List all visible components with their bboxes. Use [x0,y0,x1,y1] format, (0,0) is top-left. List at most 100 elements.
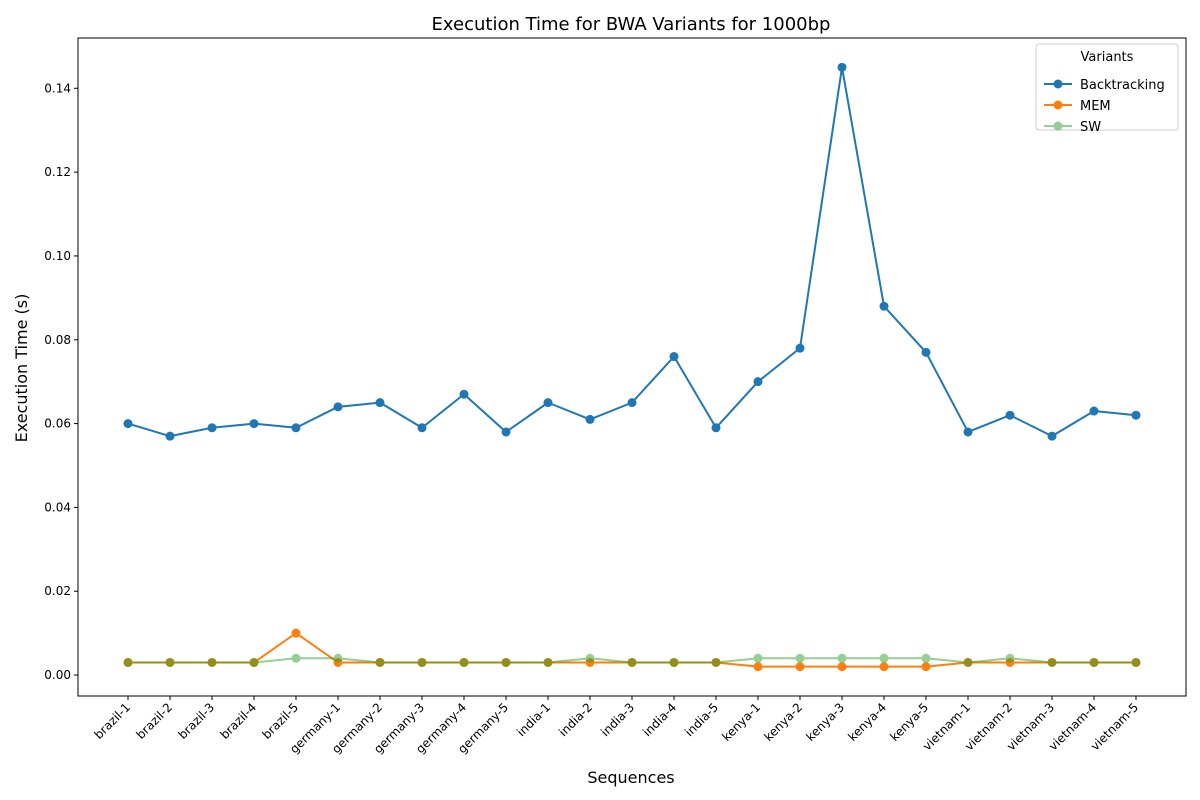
series-backtracking [123,62,1141,441]
x-tick-label: brazil-5 [260,700,302,742]
legend-label: Backtracking [1080,78,1165,93]
data-point [879,301,889,311]
data-point [207,423,217,433]
data-point [459,657,469,667]
legend-dot [1053,79,1063,89]
data-point [585,653,595,663]
y-axis-title: Execution Time (s) [12,294,31,443]
x-tick-label: kenya-5 [887,700,931,744]
data-point [375,657,385,667]
data-point [669,657,679,667]
data-point [753,662,763,672]
data-point [1047,657,1057,667]
data-point [417,657,427,667]
data-point [711,423,721,433]
data-point [1089,406,1099,416]
x-tick-label: india-5 [682,700,721,739]
data-point [753,377,763,387]
data-point [501,657,511,667]
legend-title: Variants [1081,50,1134,65]
data-point [291,423,301,433]
x-tick-label: brazil-1 [92,700,134,742]
data-point [669,352,679,362]
x-tick-label: india-3 [598,700,637,739]
data-point [879,662,889,672]
data-point [921,662,931,672]
data-point [1131,657,1141,667]
data-point [165,431,175,441]
data-point [1005,653,1015,663]
y-tick-label: 0.10 [44,249,71,263]
data-point [165,657,175,667]
series-line [127,66,1137,438]
data-point [921,653,931,663]
data-point [249,657,259,667]
data-point [291,653,301,663]
data-point [627,398,637,408]
y-tick-label: 0.02 [44,584,71,598]
x-tick-label: kenya-3 [803,700,847,744]
x-tick-label: kenya-1 [719,700,763,744]
legend-box [1035,43,1179,131]
plot-frame [77,37,1187,697]
data-point [837,653,847,663]
legend: Variants Backtracking MEM SW [1035,43,1179,135]
data-point [501,427,511,437]
legend-label: MEM [1080,99,1111,114]
y-tick-label: 0.14 [44,81,71,95]
legend-marker [1044,121,1072,131]
data-point [837,62,847,72]
data-point [543,657,553,667]
data-point [333,402,343,412]
data-point [417,423,427,433]
data-point [543,398,553,408]
legend-label: SW [1080,120,1101,135]
legend-marker [1044,100,1072,110]
y-tick-label: 0.06 [44,417,71,431]
data-point [123,657,133,667]
data-point [795,653,805,663]
data-point [879,653,889,663]
data-point [1089,657,1099,667]
data-point [459,389,469,399]
data-point [1005,410,1015,420]
data-point [795,343,805,353]
chart-title: Execution Time for BWA Variants for 1000… [432,14,831,35]
x-tick-label: brazil-4 [218,700,260,742]
legend-dot [1053,121,1063,131]
x-tick-label: india-1 [514,700,553,739]
x-axis-title: Sequences [587,768,674,787]
data-point [123,419,133,429]
x-tick-label: india-4 [640,700,679,739]
legend-dot [1053,100,1063,110]
data-point [837,662,847,672]
data-point [375,398,385,408]
data-point [921,347,931,357]
data-point [333,653,343,663]
plot-area: 0.00 0.02 0.04 0.06 0.08 0.10 0.12 0.14 brazil-1… [44,37,1187,756]
data-point [291,628,301,638]
data-point [1131,410,1141,420]
data-point [627,657,637,667]
data-point [753,653,763,663]
x-tick-label: kenya-2 [761,700,805,744]
legend-marker [1044,79,1072,89]
data-point [1047,431,1057,441]
y-tick-label: 0.08 [44,333,71,347]
data-point [249,419,259,429]
x-tick-label: india-2 [556,700,595,739]
y-tick-label: 0.00 [44,668,71,682]
y-tick-label: 0.04 [44,500,71,514]
y-tick-label: 0.12 [44,165,71,179]
x-tick-label: brazil-3 [176,700,218,742]
x-tick-label: kenya-4 [845,700,889,744]
data-point [795,662,805,672]
data-point [711,657,721,667]
data-point [963,427,973,437]
x-tick-label: brazil-2 [134,700,176,742]
series-sw [123,653,1141,667]
data-point [207,657,217,667]
data-point [585,414,595,424]
